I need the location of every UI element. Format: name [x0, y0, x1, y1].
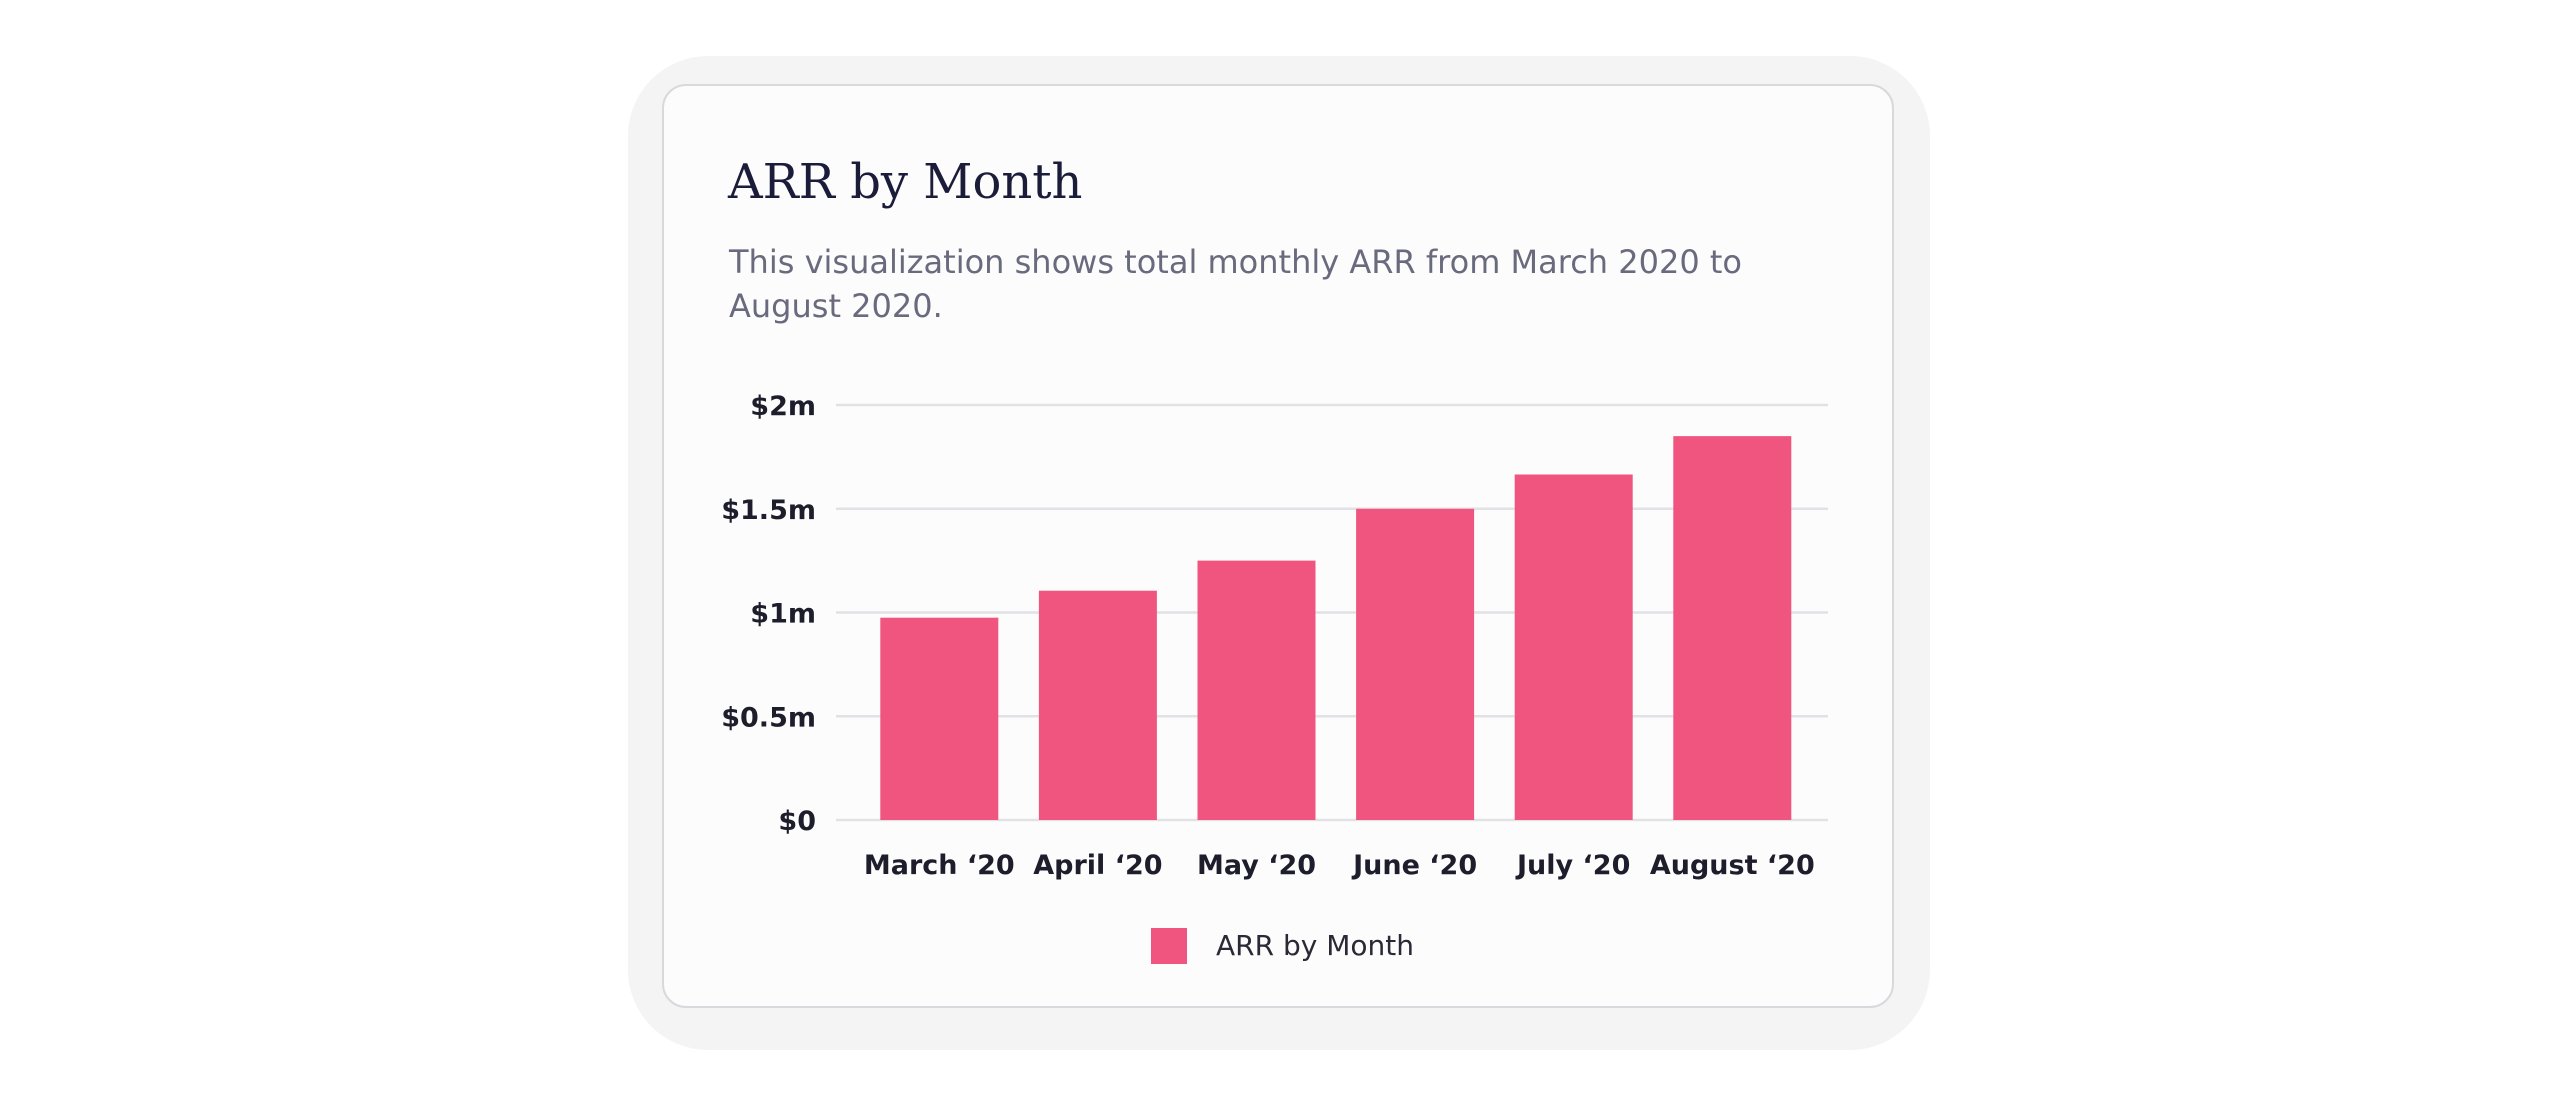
- x-tick-label: July ‘20: [1515, 850, 1630, 881]
- x-tick-label: March ‘20: [864, 850, 1015, 881]
- y-tick-label: $2m: [750, 391, 816, 422]
- bar: [1673, 436, 1792, 820]
- legend-label: ARR by Month: [1216, 929, 1414, 962]
- x-tick-label: August ‘20: [1650, 850, 1815, 881]
- x-tick-label: April ‘20: [1033, 850, 1162, 881]
- bar: [880, 617, 999, 820]
- y-tick-label: $1.5m: [721, 495, 816, 526]
- legend-swatch: [1151, 928, 1187, 964]
- y-tick-label: $0.5m: [721, 702, 816, 733]
- y-tick-label: $1m: [750, 599, 816, 630]
- bar: [1356, 508, 1475, 820]
- x-tick-label: May ‘20: [1197, 850, 1316, 881]
- bar: [1514, 474, 1633, 820]
- x-tick-label: June ‘20: [1351, 850, 1477, 881]
- y-tick-label: $0: [778, 806, 816, 837]
- chart-title: ARR by Month: [728, 154, 1083, 210]
- bar: [1038, 590, 1157, 820]
- chart-description: This visualization shows total monthly A…: [729, 243, 1742, 325]
- bar: [1197, 560, 1316, 820]
